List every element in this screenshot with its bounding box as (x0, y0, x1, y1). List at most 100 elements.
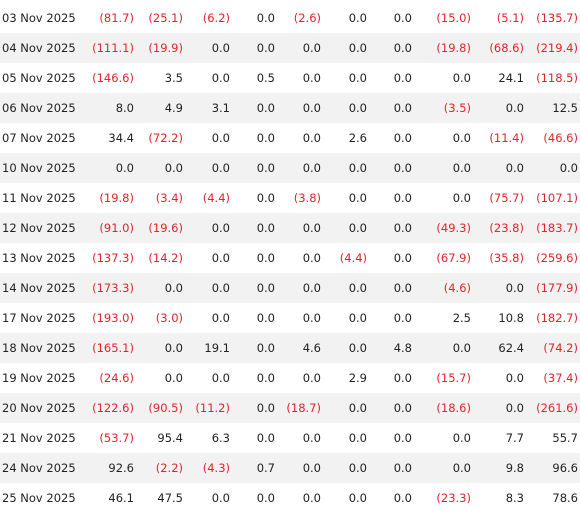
date-cell: 18 Nov 2025 (2, 341, 76, 355)
value-cell: (135.7) (536, 11, 578, 25)
value-cell: 0.0 (393, 191, 412, 205)
value-cell: 0.0 (393, 371, 412, 385)
value-cell: 0.0 (302, 71, 321, 85)
table-row: 03 Nov 2025 (81.7) (25.1) (6.2) 0.0 (2.6) 0.0 0… (0, 3, 580, 33)
table-row: 10 Nov 2025 0.0 0.0 0.0 0.0 0.0 0.0 0.0 0.0 0.0 0.… (0, 153, 580, 183)
value-cell: (23.3) (436, 491, 471, 505)
value-cell: (75.7) (489, 191, 524, 205)
value-cell: 19.1 (204, 341, 230, 355)
date-cell: 07 Nov 2025 (2, 131, 76, 145)
value-cell: (177.9) (536, 281, 578, 295)
value-cell: 95.4 (157, 431, 183, 445)
value-cell: 2.9 (348, 371, 367, 385)
table-row: 13 Nov 2025 (137.3) (14.2) 0.0 0.0 0.0 (4.4) 0.… (0, 243, 580, 273)
value-cell: 0.0 (393, 71, 412, 85)
value-cell: 0.0 (164, 281, 183, 295)
value-cell: 0.0 (256, 221, 275, 235)
value-cell: 4.6 (302, 341, 321, 355)
value-cell: 0.0 (256, 341, 275, 355)
table-row: 05 Nov 2025 (146.6) 3.5 0.0 0.5 0.0 0.0 0.0 0.0 2… (0, 63, 580, 93)
value-cell: 0.0 (256, 401, 275, 415)
value-cell: 0.0 (505, 101, 524, 115)
value-cell: 0.0 (256, 131, 275, 145)
value-cell: 0.0 (164, 341, 183, 355)
value-cell: (2.2) (155, 461, 183, 475)
value-cell: 0.0 (164, 371, 183, 385)
value-cell: (14.2) (148, 251, 183, 265)
value-cell: 8.3 (505, 491, 524, 505)
value-cell: 0.0 (393, 131, 412, 145)
table-row: 14 Nov 2025 (173.3) 0.0 0.0 0.0 0.0 0.0 0.0 (4.6… (0, 273, 580, 303)
date-cell: 13 Nov 2025 (2, 251, 76, 265)
value-cell: 0.0 (302, 131, 321, 145)
value-cell: (3.0) (155, 311, 183, 325)
value-cell: (49.3) (436, 221, 471, 235)
table-row: 20 Nov 2025 (122.6) (90.5) (11.2) 0.0 (18.7) 0… (0, 393, 580, 423)
date-cell: 12 Nov 2025 (2, 221, 76, 235)
value-cell: 0.0 (348, 281, 367, 295)
value-cell: 0.0 (256, 371, 275, 385)
value-cell: 0.0 (211, 221, 230, 235)
value-cell: 0.0 (393, 11, 412, 25)
value-cell: 0.0 (302, 431, 321, 445)
value-cell: 7.7 (505, 431, 524, 445)
value-cell: (67.9) (436, 251, 471, 265)
value-cell: 0.0 (302, 311, 321, 325)
value-cell: 0.0 (348, 191, 367, 205)
value-cell: 0.0 (211, 161, 230, 175)
date-cell: 24 Nov 2025 (2, 461, 76, 475)
value-cell: 0.0 (393, 101, 412, 115)
value-cell: (3.4) (155, 191, 183, 205)
value-cell: 0.0 (452, 461, 471, 475)
date-cell: 06 Nov 2025 (2, 101, 76, 115)
value-cell: 0.0 (256, 191, 275, 205)
value-cell: 10.8 (498, 311, 524, 325)
value-cell: 4.8 (393, 341, 412, 355)
value-cell: (261.6) (536, 401, 578, 415)
value-cell: 12.5 (552, 101, 578, 115)
value-cell: 0.0 (211, 131, 230, 145)
value-cell: (4.4) (339, 251, 367, 265)
table-row: 19 Nov 2025 (24.6) 0.0 0.0 0.0 0.0 2.9 0.0 (15.7… (0, 363, 580, 393)
value-cell: (18.7) (286, 401, 321, 415)
date-cell: 21 Nov 2025 (2, 431, 76, 445)
value-cell: (118.5) (536, 71, 578, 85)
data-table: 03 Nov 2025 (81.7) (25.1) (6.2) 0.0 (2.6) 0.0 0… (0, 3, 580, 513)
value-cell: (2.6) (293, 11, 321, 25)
table-row: 17 Nov 2025 (193.0) (3.0) 0.0 0.0 0.0 0.0 0.0 2.… (0, 303, 580, 333)
value-cell: 2.5 (452, 311, 471, 325)
value-cell: (193.0) (92, 311, 134, 325)
value-cell: (111.1) (92, 41, 134, 55)
value-cell: 0.0 (302, 41, 321, 55)
value-cell: (37.4) (543, 371, 578, 385)
value-cell: 0.0 (348, 41, 367, 55)
value-cell: 0.0 (164, 161, 183, 175)
table-row: 21 Nov 2025 (53.7) 95.4 6.3 0.0 0.0 0.0 0.0 0.0 7… (0, 423, 580, 453)
value-cell: (5.1) (496, 11, 524, 25)
date-cell: 19 Nov 2025 (2, 371, 76, 385)
value-cell: 0.0 (211, 251, 230, 265)
value-cell: 0.0 (211, 491, 230, 505)
value-cell: (81.7) (99, 11, 134, 25)
value-cell: 0.0 (452, 131, 471, 145)
value-cell: 8.0 (115, 101, 134, 115)
value-cell: 24.1 (498, 71, 524, 85)
value-cell: 0.0 (393, 491, 412, 505)
value-cell: 0.0 (256, 281, 275, 295)
value-cell: (137.3) (92, 251, 134, 265)
value-cell: 0.0 (452, 341, 471, 355)
value-cell: (24.6) (99, 371, 134, 385)
value-cell: (11.2) (195, 401, 230, 415)
value-cell: (35.8) (489, 251, 524, 265)
value-cell: (18.6) (436, 401, 471, 415)
value-cell: (183.7) (536, 221, 578, 235)
value-cell: 0.0 (505, 161, 524, 175)
value-cell: 9.8 (505, 461, 524, 475)
value-cell: 0.0 (256, 251, 275, 265)
value-cell: 0.0 (452, 191, 471, 205)
value-cell: 92.6 (108, 461, 134, 475)
value-cell: (19.8) (99, 191, 134, 205)
value-cell: 0.0 (348, 401, 367, 415)
value-cell: (219.4) (536, 41, 578, 55)
table-row: 12 Nov 2025 (91.0) (19.6) 0.0 0.0 0.0 0.0 0.0 (4… (0, 213, 580, 243)
